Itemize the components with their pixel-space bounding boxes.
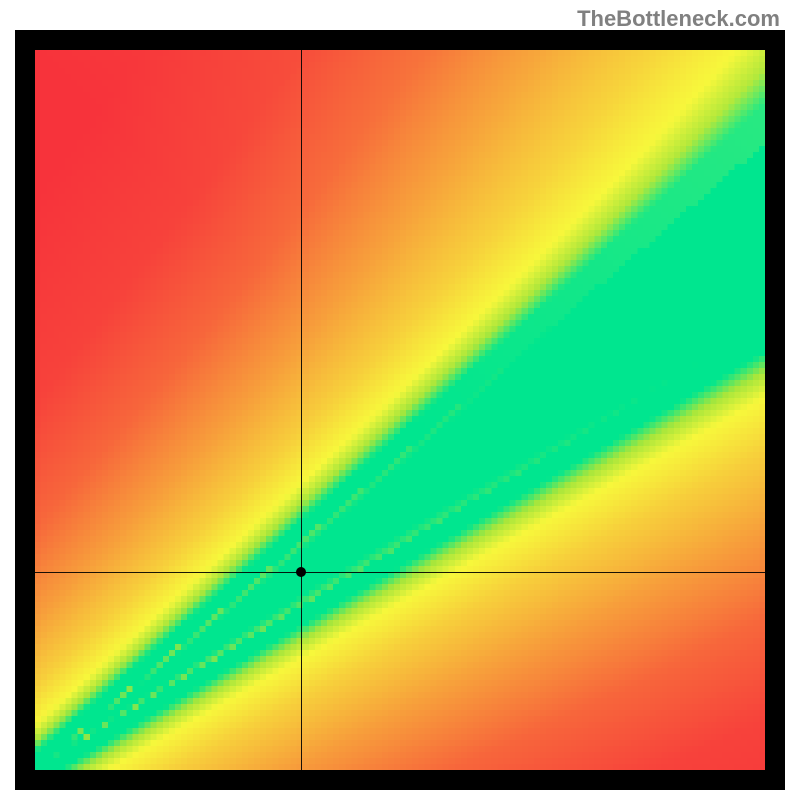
chart-frame [15,30,785,790]
crosshair-marker [296,567,306,577]
crosshair-horizontal [35,572,765,573]
heatmap-canvas [35,50,765,770]
crosshair-vertical [301,50,302,770]
watermark: TheBottleneck.com [577,6,780,32]
